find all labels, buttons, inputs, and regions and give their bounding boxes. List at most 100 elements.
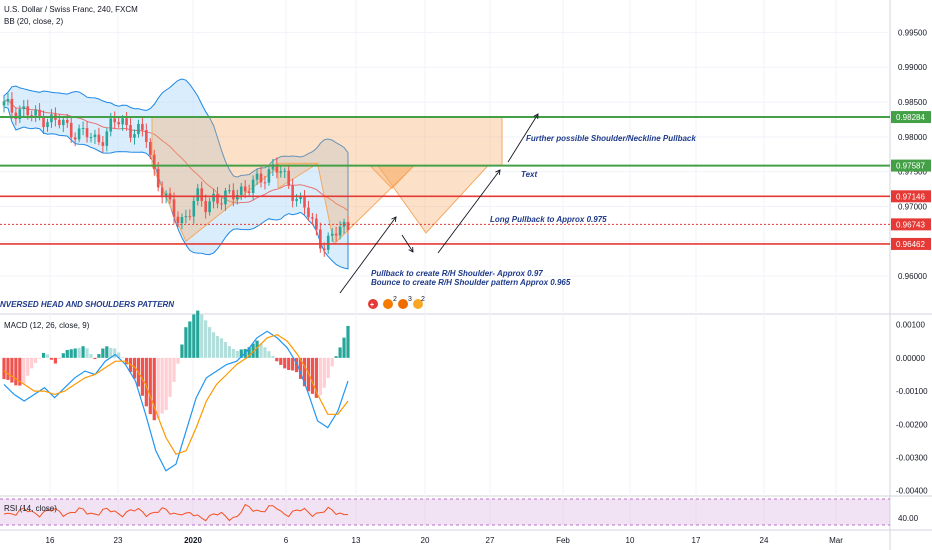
candle-body[interactable] bbox=[176, 216, 180, 224]
candle-body[interactable] bbox=[89, 137, 93, 139]
annotation-pattern-name[interactable]: NVERSED HEAD AND SHOULDERS PATTERN bbox=[0, 300, 174, 309]
candle-body[interactable] bbox=[62, 119, 65, 126]
candle-body[interactable] bbox=[200, 188, 204, 201]
candle-body[interactable] bbox=[224, 190, 227, 205]
flag-icon[interactable] bbox=[382, 298, 394, 310]
candle-body[interactable] bbox=[291, 185, 294, 201]
candle-body[interactable] bbox=[148, 141, 152, 155]
candle-body[interactable] bbox=[172, 199, 176, 217]
annotation-long-pullback[interactable]: Long Pullback to Approx 0.975 bbox=[490, 215, 607, 224]
candle-body[interactable] bbox=[121, 118, 124, 125]
price-tag[interactable] bbox=[891, 159, 931, 172]
candle-body[interactable] bbox=[346, 222, 350, 231]
candle-body[interactable] bbox=[208, 201, 211, 213]
candle-body[interactable] bbox=[113, 118, 117, 123]
candle-body[interactable] bbox=[287, 170, 290, 186]
candle-body[interactable] bbox=[319, 229, 322, 249]
candle-body[interactable] bbox=[330, 233, 334, 236]
candle-body[interactable] bbox=[26, 106, 30, 116]
flag-icon[interactable] bbox=[412, 298, 424, 310]
candle-body[interactable] bbox=[156, 168, 160, 188]
price-tag[interactable] bbox=[891, 237, 931, 250]
rsi-indicator-label[interactable]: RSI (14, close) bbox=[4, 504, 57, 513]
candle-body[interactable] bbox=[184, 216, 188, 218]
candle-body[interactable] bbox=[6, 98, 10, 102]
candle-body[interactable] bbox=[235, 194, 239, 200]
candle-body[interactable] bbox=[279, 171, 283, 173]
candle-body[interactable] bbox=[295, 199, 298, 201]
candle-body[interactable] bbox=[243, 186, 247, 192]
price-tag[interactable] bbox=[891, 218, 931, 231]
candle-body[interactable] bbox=[101, 142, 105, 146]
candle-body[interactable] bbox=[232, 190, 235, 200]
candle-body[interactable] bbox=[141, 123, 144, 131]
candle-body[interactable] bbox=[228, 190, 231, 192]
candle-body[interactable] bbox=[38, 109, 41, 117]
candle-body[interactable] bbox=[303, 196, 306, 208]
candle-body[interactable] bbox=[271, 164, 275, 170]
candles[interactable] bbox=[2, 92, 350, 257]
price-tag[interactable] bbox=[891, 111, 931, 124]
candle-body[interactable] bbox=[152, 154, 156, 169]
candle-body[interactable] bbox=[212, 193, 215, 202]
candle-body[interactable] bbox=[145, 130, 148, 142]
candle-body[interactable] bbox=[85, 128, 89, 138]
candle-body[interactable] bbox=[180, 217, 184, 224]
annotation-further-pullback[interactable]: Further possible Shoulder/Neckline Pullb… bbox=[526, 134, 696, 143]
candle-body[interactable] bbox=[30, 115, 33, 117]
candle-body[interactable] bbox=[109, 118, 113, 132]
candle-body[interactable] bbox=[283, 170, 287, 172]
annotation-bounce-rh[interactable]: Bounce to create R/H Shoulder pattern Ap… bbox=[371, 278, 571, 287]
candle-body[interactable] bbox=[65, 119, 69, 123]
candle-body[interactable] bbox=[69, 122, 73, 138]
candle-body[interactable] bbox=[255, 173, 259, 180]
candle-body[interactable] bbox=[2, 101, 6, 106]
flag-icon[interactable] bbox=[397, 298, 409, 310]
candle-body[interactable] bbox=[133, 134, 136, 138]
candle-body[interactable] bbox=[160, 187, 164, 198]
annotation-pullback-rh[interactable]: Pullback to create R/H Shoulder- Approx … bbox=[371, 269, 543, 278]
candle-body[interactable] bbox=[259, 173, 263, 183]
price-tag[interactable] bbox=[891, 190, 931, 203]
candle-body[interactable] bbox=[204, 200, 207, 213]
candle-body[interactable] bbox=[58, 119, 61, 126]
candle-body[interactable] bbox=[81, 128, 85, 130]
candle-body[interactable] bbox=[307, 207, 310, 218]
candle-body[interactable] bbox=[14, 112, 18, 120]
candle-body[interactable] bbox=[322, 248, 326, 250]
candle-body[interactable] bbox=[196, 188, 200, 201]
candle-body[interactable] bbox=[129, 125, 132, 138]
candle-body[interactable] bbox=[192, 200, 196, 217]
candle-body[interactable] bbox=[338, 226, 342, 236]
candle-body[interactable] bbox=[334, 233, 338, 236]
candle-body[interactable] bbox=[326, 235, 330, 250]
candle-body[interactable] bbox=[216, 193, 219, 204]
price-pane[interactable] bbox=[0, 0, 890, 314]
candle-body[interactable] bbox=[97, 134, 101, 143]
candle-body[interactable] bbox=[164, 193, 168, 198]
candle-body[interactable] bbox=[267, 169, 271, 183]
candle-body[interactable] bbox=[299, 196, 302, 200]
candle-body[interactable] bbox=[73, 137, 77, 140]
candle-body[interactable] bbox=[220, 203, 223, 205]
macd-indicator-label[interactable]: MACD (12, 26, close, 9) bbox=[4, 321, 90, 330]
event-marker-icon[interactable] bbox=[367, 298, 379, 310]
candle-body[interactable] bbox=[22, 106, 26, 110]
candle-body[interactable] bbox=[46, 122, 49, 128]
candle-body[interactable] bbox=[10, 98, 14, 113]
bb-indicator-label[interactable]: BB (20, close, 2) bbox=[4, 17, 63, 26]
candle-body[interactable] bbox=[125, 118, 128, 126]
candle-body[interactable] bbox=[251, 179, 255, 193]
candle-body[interactable] bbox=[263, 182, 267, 184]
candle-body[interactable] bbox=[105, 131, 109, 146]
candle-body[interactable] bbox=[239, 186, 243, 195]
candle-body[interactable] bbox=[34, 109, 37, 116]
candle-body[interactable] bbox=[50, 114, 53, 123]
price-axis[interactable] bbox=[890, 0, 932, 530]
event-markers[interactable]: + 2 3 2 bbox=[367, 296, 426, 310]
candle-body[interactable] bbox=[77, 128, 81, 140]
price-tags[interactable]: 0.98284 0.97587 0.97146 0.96743 0.96462 bbox=[891, 111, 931, 250]
annotation-text[interactable]: Text bbox=[521, 170, 537, 179]
candle-body[interactable] bbox=[137, 123, 140, 135]
candle-body[interactable] bbox=[42, 116, 45, 128]
